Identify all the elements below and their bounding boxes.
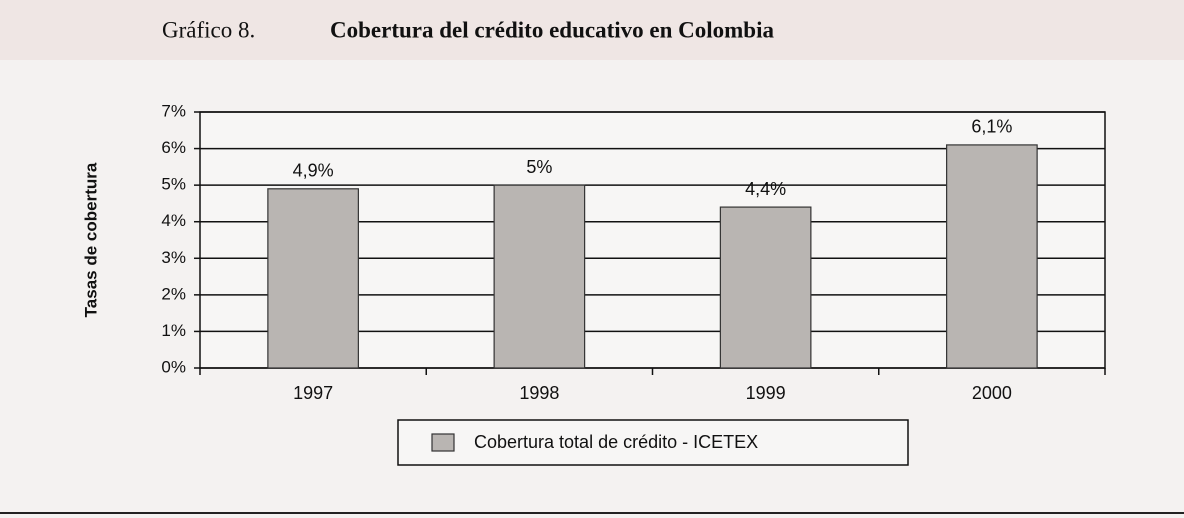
header-band (0, 0, 1184, 60)
bar (719, 206, 812, 369)
figure-label: Gráfico 8. (162, 17, 255, 42)
y-tick-label: 2% (161, 284, 186, 303)
chart-title: Cobertura del crédito educativo en Colom… (330, 17, 774, 42)
bar (946, 144, 1038, 369)
x-tick-label: 1997 (293, 383, 333, 403)
y-tick-label: 3% (161, 248, 186, 267)
y-axis-label: Tasas de cobertura (81, 162, 100, 317)
value-label: 4,9% (293, 161, 334, 181)
x-tick-label: 2000 (972, 383, 1012, 403)
y-tick-label: 5% (161, 175, 186, 194)
y-tick-label: 1% (161, 321, 186, 340)
x-tick-label: 1999 (746, 383, 786, 403)
bar (267, 188, 359, 369)
value-label: 6,1% (971, 117, 1012, 137)
value-label: 5% (526, 157, 552, 177)
bar (493, 184, 586, 369)
y-tick-label: 0% (161, 357, 186, 376)
legend-swatch (431, 433, 455, 452)
y-tick-label: 4% (161, 211, 186, 230)
y-tick-label: 7% (161, 101, 186, 120)
legend (397, 419, 909, 466)
value-label: 4,4% (745, 179, 786, 199)
y-tick-label: 6% (161, 138, 186, 157)
legend-label: Cobertura total de crédito - ICETEX (474, 432, 758, 452)
x-tick-label: 1998 (519, 383, 559, 403)
